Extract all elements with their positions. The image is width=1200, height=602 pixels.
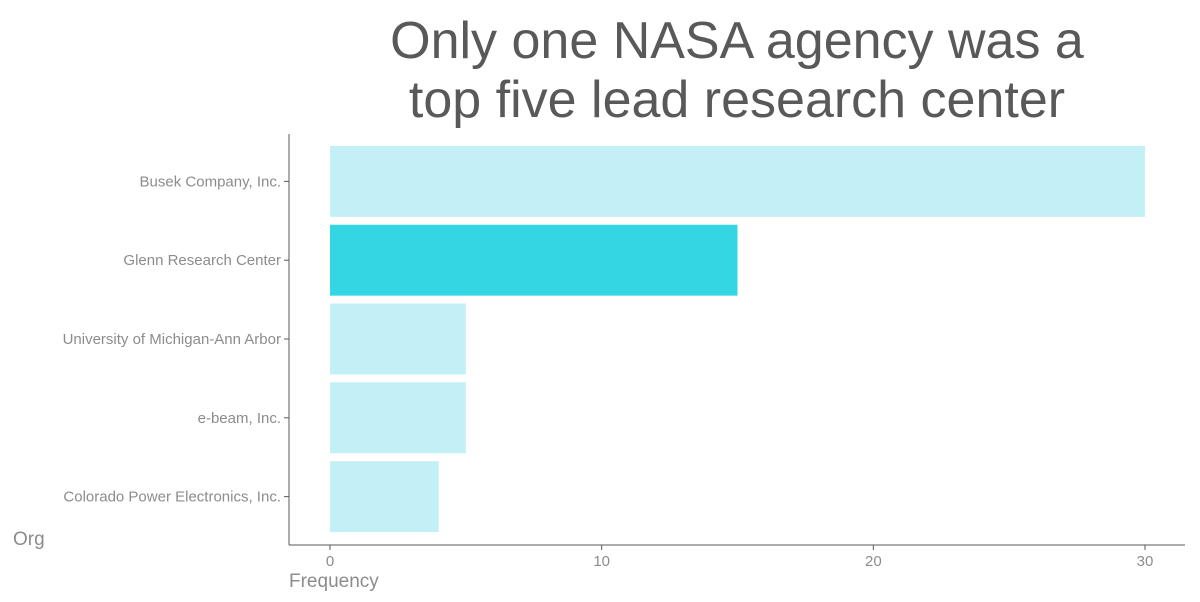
bar-3 xyxy=(330,382,466,454)
chart-title-line-2: top five lead research center xyxy=(409,71,1065,129)
x-axis-ticks: 0 10 20 30 xyxy=(326,545,1154,570)
y-tick-label-0: Busek Company, Inc. xyxy=(140,173,281,190)
y-axis-title: Org xyxy=(13,529,45,550)
chart-title-line-1: Only one NASA agency was a xyxy=(390,12,1084,70)
bar-1 xyxy=(330,224,738,296)
y-tick-label-2: University of Michigan-Ann Arbor xyxy=(63,331,281,348)
bar-2 xyxy=(330,303,466,375)
y-tick-label-3: e-beam, Inc. xyxy=(198,410,281,427)
x-axis-title: Frequency xyxy=(289,571,379,592)
bars-layer xyxy=(330,145,1145,533)
bar-0 xyxy=(330,145,1145,217)
x-tick-label-1: 10 xyxy=(593,553,610,570)
y-tick-label-1: Glenn Research Center xyxy=(123,252,281,269)
x-tick-label-2: 20 xyxy=(865,553,882,570)
x-tick-label-0: 0 xyxy=(326,553,334,570)
x-tick-label-3: 30 xyxy=(1137,553,1154,570)
bar-4 xyxy=(330,461,439,533)
y-tick-label-4: Colorado Power Electronics, Inc. xyxy=(63,489,281,506)
y-axis-ticks: Busek Company, Inc. Glenn Research Center… xyxy=(63,173,289,506)
